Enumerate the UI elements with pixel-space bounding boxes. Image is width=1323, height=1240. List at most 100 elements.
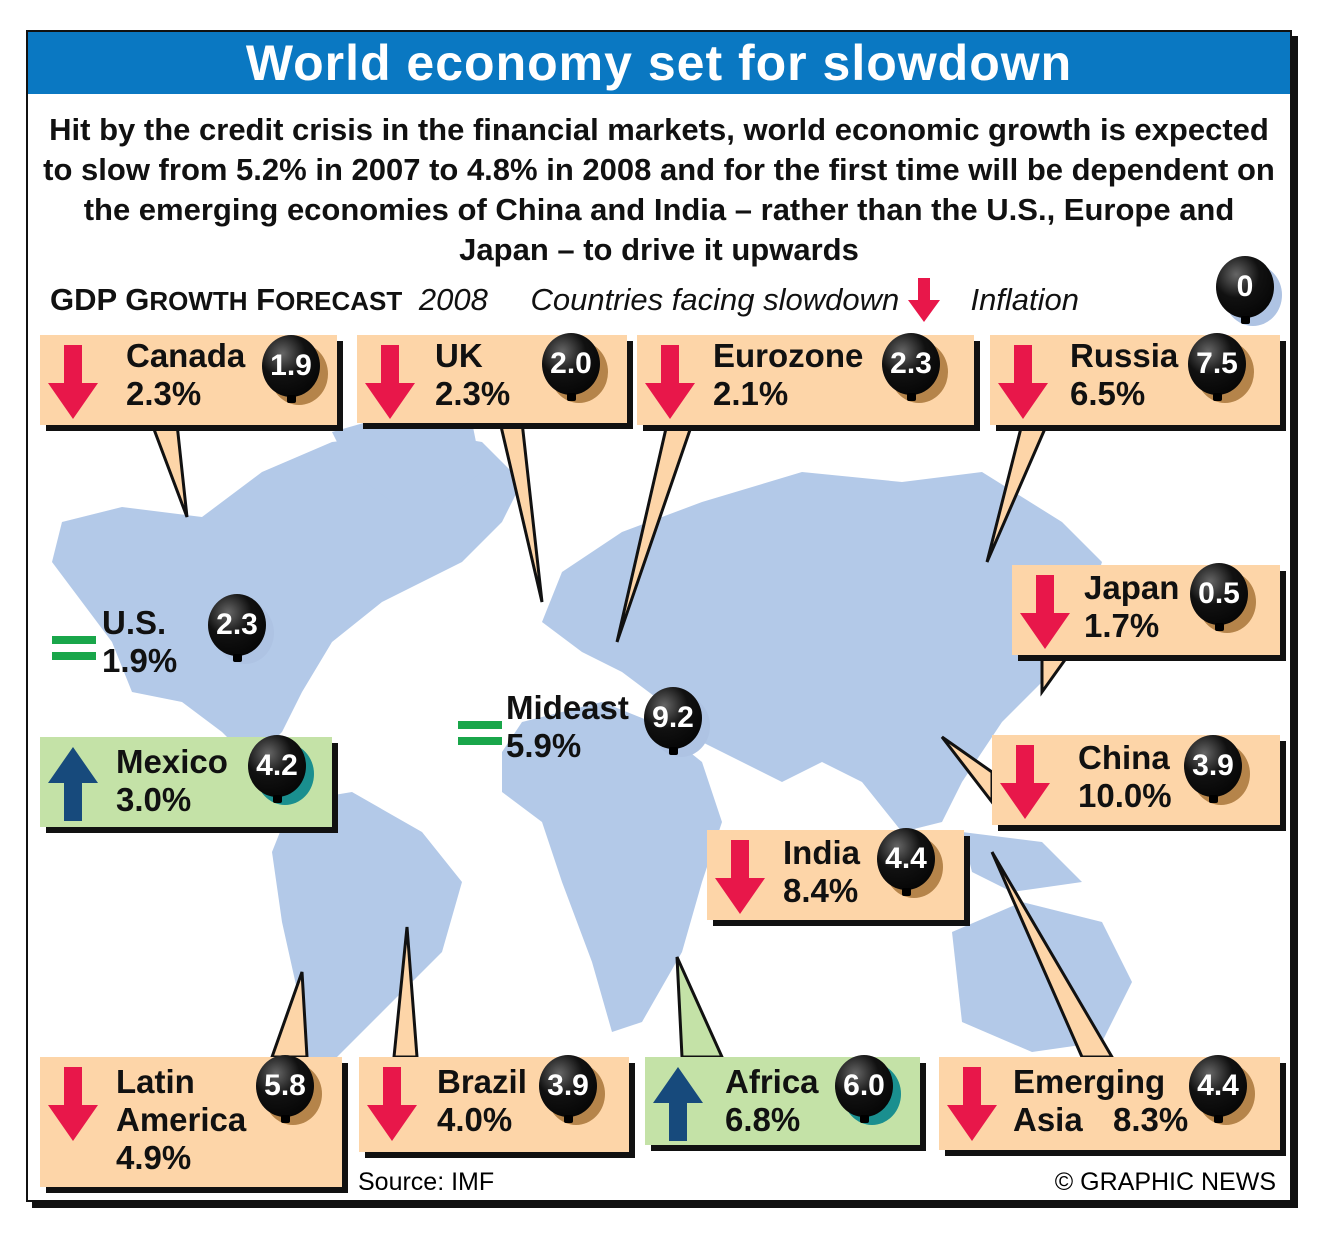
- balloon-value: 1.9: [262, 335, 320, 397]
- region-growth: 2.1%: [713, 375, 789, 412]
- region-name: China: [1078, 739, 1170, 776]
- region-growth: 4.9%: [116, 1139, 192, 1176]
- region-box-africa: Africa 6.8% 6.0: [645, 1055, 920, 1145]
- pointer-africa: [675, 956, 725, 1059]
- down-arrow-icon: [907, 278, 940, 322]
- region-growth: 1.7%: [1084, 607, 1160, 644]
- inflation-balloon: 7.5: [1188, 333, 1254, 403]
- region-name: Africa: [725, 1063, 819, 1100]
- balloon-value: 2.3: [208, 594, 266, 656]
- region-label: Mexico 3.0%: [116, 743, 228, 819]
- region-box-brazil: Brazil 4.0% 3.9: [359, 1055, 629, 1152]
- region-name: Latin America: [116, 1063, 247, 1138]
- region-label: Eurozone 2.1%: [713, 337, 863, 413]
- legend-gdp-title: GDP GROWTH FORECAST: [50, 282, 402, 317]
- pointer-japan: [1040, 655, 1070, 697]
- region-growth: 8.4%: [783, 872, 859, 909]
- pointer-canada: [149, 422, 189, 518]
- region-growth: 5.9%: [506, 727, 582, 764]
- region-box-emerging-asia: Emerging Asia 8.3% 4.4: [939, 1055, 1280, 1150]
- legend-slowdown: Countries facing slowdown: [530, 282, 900, 317]
- inflation-balloon: 4.4: [877, 828, 943, 898]
- balloon-value: 0.5: [1190, 563, 1248, 625]
- region-label: China 10.0%: [1078, 739, 1172, 815]
- north-america-shape: [52, 432, 522, 762]
- region-growth: 10.0%: [1078, 777, 1172, 814]
- legend: GDP GROWTH FORECAST 2008 Countries facin…: [50, 278, 1079, 322]
- region-label: India 8.4%: [783, 834, 860, 910]
- balloon-value: 4.4: [1189, 1055, 1247, 1117]
- region-label: Russia 6.5%: [1070, 337, 1178, 413]
- region-box-u-s: U.S. 1.9% 2.3: [42, 594, 302, 692]
- region-name: Brazil: [437, 1063, 527, 1100]
- region-box-russia: Russia 6.5% 7.5: [990, 333, 1280, 425]
- region-growth: 2.3%: [435, 375, 511, 412]
- region-growth: 2.3%: [126, 375, 202, 412]
- balloon-value: 9.2: [644, 687, 702, 749]
- region-label: U.S. 1.9%: [102, 604, 177, 680]
- down-arrow-icon: [365, 345, 415, 419]
- balloon-value: 3.9: [1184, 735, 1242, 797]
- balloon-value: 5.8: [256, 1055, 314, 1117]
- region-name: Eurozone: [713, 337, 864, 374]
- region-box-mexico: Mexico 3.0% 4.2: [40, 735, 332, 827]
- down-arrow-icon: [998, 345, 1048, 419]
- down-arrow-icon: [367, 1067, 417, 1141]
- region-label: Africa 6.8%: [725, 1063, 819, 1139]
- region-growth: 3.0%: [116, 781, 192, 818]
- region-name: Canada: [126, 337, 246, 374]
- region-label: Japan 1.7%: [1084, 569, 1179, 645]
- balloon-value: 2.0: [542, 333, 600, 395]
- equals-icon: [458, 721, 502, 745]
- balloon-value: 0: [1216, 256, 1274, 318]
- se-asia-shape: [962, 832, 1082, 892]
- balloon-value: 2.3: [882, 333, 940, 395]
- inflation-balloon: 4.4: [1189, 1055, 1255, 1125]
- legend-year: 2008: [418, 282, 488, 317]
- down-arrow-icon: [715, 840, 765, 914]
- eurasia-shape: [542, 472, 1102, 832]
- inflation-balloon: 6.0: [835, 1055, 901, 1125]
- region-box-india: India 8.4% 4.4: [707, 828, 964, 920]
- up-arrow-icon: [48, 747, 98, 821]
- balloon-value: 4.4: [877, 828, 935, 890]
- up-arrow-icon: [653, 1067, 703, 1141]
- region-name: Japan: [1084, 569, 1180, 606]
- inflation-balloon: 9.2: [644, 687, 710, 757]
- balloon-value: 7.5: [1188, 333, 1246, 395]
- source: Source: IMF: [358, 1168, 495, 1196]
- region-label: UK 2.3%: [435, 337, 510, 413]
- inflation-balloon: 3.9: [539, 1055, 605, 1125]
- greenland-shape: [332, 412, 482, 502]
- pointer-latin-america: [269, 971, 309, 1059]
- region-growth: 6.5%: [1070, 375, 1146, 412]
- region-growth: 4.0%: [437, 1101, 513, 1138]
- world-map: [52, 412, 1132, 1082]
- region-name: India: [783, 834, 861, 871]
- inflation-balloon: 2.0: [542, 333, 608, 403]
- region-name: UK: [435, 337, 483, 374]
- region-label: Latin America 4.9%: [116, 1063, 256, 1177]
- region-box-china: China 10.0% 3.9: [992, 735, 1280, 825]
- legend-inflation: Inflation: [970, 282, 1080, 317]
- inflation-balloon: 4.2: [248, 735, 314, 805]
- region-label: Brazil 4.0%: [437, 1063, 527, 1139]
- inflation-balloon: 3.9: [1184, 735, 1250, 805]
- region-box-uk: UK 2.3% 2.0: [357, 333, 627, 423]
- region-box-latin-america: Latin America 4.9% 5.8: [40, 1055, 342, 1187]
- australia-shape: [952, 902, 1132, 1052]
- inflation-balloon: 0.5: [1190, 563, 1256, 633]
- down-arrow-icon: [1000, 745, 1050, 819]
- balloon-value: 4.2: [248, 735, 306, 797]
- down-arrow-icon: [947, 1067, 997, 1141]
- south-america-shape: [272, 792, 462, 1082]
- region-name: Mexico: [116, 743, 228, 780]
- region-growth: 8.3%: [1113, 1101, 1189, 1138]
- legend-gdp-text: F: [247, 282, 276, 317]
- down-arrow-icon: [48, 1067, 98, 1141]
- region-box-eurozone: Eurozone 2.1% 2.3: [637, 333, 974, 425]
- balloon-value: 6.0: [835, 1055, 893, 1117]
- region-label: Canada 2.3%: [126, 337, 245, 413]
- inflation-balloon: 1.9: [262, 335, 328, 405]
- inflation-balloon: 2.3: [882, 333, 948, 403]
